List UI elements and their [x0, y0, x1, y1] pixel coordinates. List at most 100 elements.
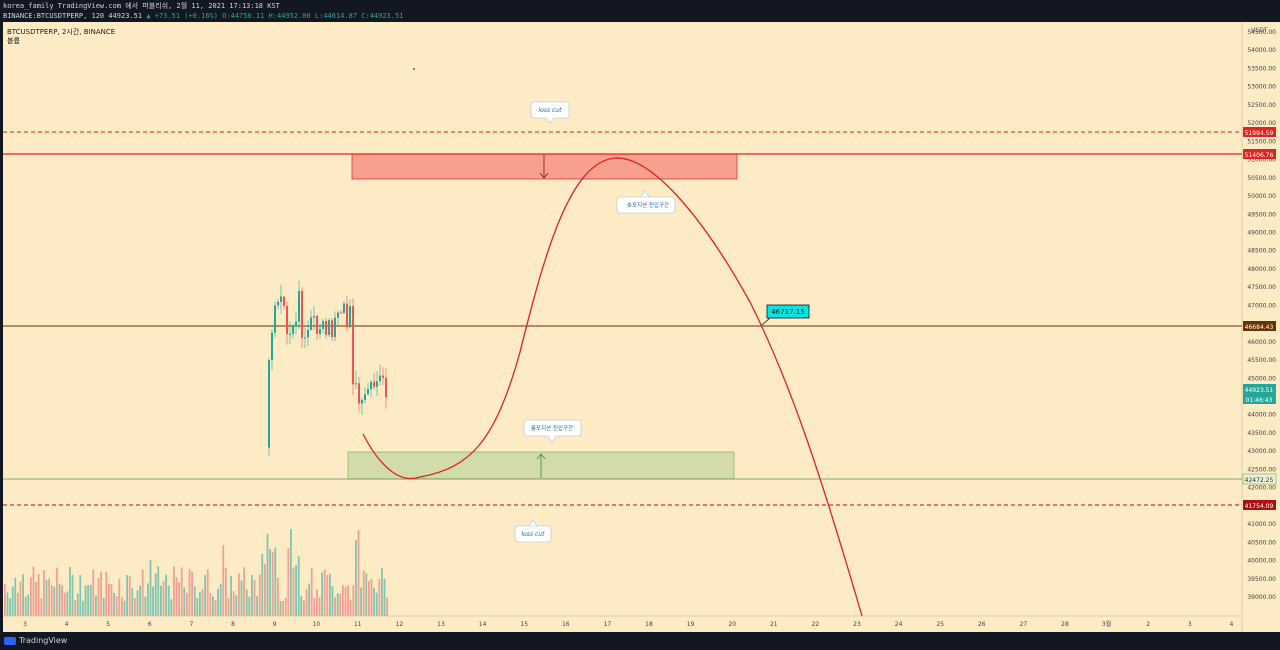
price-callout[interactable]: 46717.15 — [761, 304, 810, 326]
short-zone-callout[interactable]: 숏포지션 진입구간 — [616, 190, 676, 214]
volume-bar — [269, 549, 271, 616]
volume-bar — [264, 563, 266, 616]
time-tick-label: 15 — [520, 621, 528, 628]
volume-bar — [321, 572, 323, 616]
candle-body — [364, 394, 366, 400]
time-tick-label: 20 — [728, 621, 736, 628]
volume-bar — [79, 575, 82, 616]
price-label-bottom-loss-cut: 41754.09 — [1243, 500, 1276, 510]
chart-header: korea_family TradingView.com 에서 퍼블리쉬, 2월… — [0, 0, 1280, 22]
projection-curve — [362, 157, 863, 617]
price-tick-label: 51500.00 — [1247, 138, 1276, 145]
price-label-support: 42472.25 — [1242, 473, 1277, 485]
volume-bar — [352, 585, 355, 616]
tradingview-logo[interactable]: TradingView — [4, 636, 67, 645]
volume-bar — [92, 569, 95, 616]
volume-bar — [238, 573, 240, 616]
tradingview-brand: TradingView — [19, 636, 68, 645]
price-tick-label: 51000.00 — [1247, 157, 1276, 164]
chart-svg[interactable]: BTCUSDTPERP, 2시간, BINANCE 볼륨 USDT 54500.… — [0, 22, 1280, 632]
time-tick-label: 14 — [479, 621, 487, 628]
volume-bar — [136, 590, 139, 616]
time-tick-label: 25 — [936, 621, 944, 628]
plot-background — [3, 22, 1242, 616]
volume-bar — [128, 575, 131, 616]
time-tick-label: 27 — [1020, 621, 1028, 628]
candles — [268, 280, 387, 457]
volume-bar — [173, 566, 175, 616]
volume-bar — [308, 583, 310, 616]
volume-bar — [282, 600, 284, 616]
volume-bar — [139, 585, 141, 616]
volume-bar — [245, 589, 248, 616]
chart-area[interactable]: BTCUSDTPERP, 2시간, BINANCE 볼륨 USDT 54500.… — [0, 22, 1280, 632]
candle-body — [385, 377, 387, 398]
volume-bar — [123, 600, 126, 616]
volume-bar — [162, 581, 165, 616]
volume-bar — [82, 600, 84, 616]
price-tick-label: 49000.00 — [1247, 230, 1276, 237]
volume-bar — [305, 589, 308, 616]
time-tick-label: 3 — [1188, 621, 1192, 628]
volume-bar — [310, 568, 313, 616]
time-tick-label: 13 — [437, 621, 445, 628]
time-tick-label: 4 — [1229, 621, 1233, 628]
volume-bar — [214, 600, 217, 616]
volume-bar — [84, 585, 87, 616]
time-tick-label: 8 — [231, 621, 235, 628]
volume-bar — [277, 577, 279, 616]
volume-bar — [97, 577, 100, 616]
svg-text:51406.76: 51406.76 — [1245, 152, 1274, 159]
volume-bar — [292, 567, 295, 616]
footer-bar: TradingView — [0, 632, 1280, 650]
candle-body — [346, 303, 348, 328]
loss-cut-bottom-callout[interactable]: loss cut — [514, 519, 552, 543]
volume-bar — [4, 583, 6, 616]
time-tick-label: 5 — [106, 621, 110, 628]
price-label-mid: 46684.43 — [1243, 321, 1276, 331]
volume-bar — [378, 579, 381, 616]
price-tick-label: 41000.00 — [1247, 521, 1276, 528]
volume-bar — [209, 593, 212, 616]
volume-bar — [331, 585, 334, 616]
volume-bar — [126, 575, 128, 616]
candle-body — [277, 301, 279, 306]
volume-bar — [212, 596, 214, 616]
ohlc-values: O:44750.11 H:44952.00 L:44614.87 C:44923… — [222, 12, 404, 20]
time-tick-label: 3월 — [1102, 620, 1111, 628]
candle-body — [343, 303, 345, 313]
long-arrow-head — [536, 453, 546, 460]
long-zone-callout[interactable]: 롱포지션 진입구간 — [523, 419, 582, 443]
volume-bar — [227, 598, 230, 616]
volume-bar — [357, 530, 360, 616]
price-callout-text: 46717.15 — [771, 308, 804, 316]
time-tick-label: 17 — [604, 621, 612, 628]
volume-bar — [381, 567, 383, 616]
volume-bar — [6, 592, 9, 616]
volume-bar — [149, 560, 152, 616]
candle-body — [301, 290, 303, 338]
price-label-resistance: 51406.76 — [1243, 149, 1276, 159]
currency-label: USDT — [1251, 27, 1268, 34]
volume-bar — [222, 545, 225, 616]
price-tick-label: 46000.00 — [1247, 339, 1276, 346]
volume-bar — [232, 591, 235, 616]
candle-body — [289, 333, 291, 335]
volume-bar — [48, 578, 50, 616]
volume-bar — [383, 578, 386, 616]
volume-bar — [370, 578, 373, 616]
loss-cut-top-callout[interactable]: loss cut — [530, 101, 570, 124]
candle-body — [361, 400, 363, 404]
candle-body — [367, 389, 369, 395]
time-tick-label: 3 — [23, 621, 27, 628]
candle-body — [376, 381, 378, 387]
volume-bar — [271, 551, 274, 616]
change-label: ▲ +73.51 (+0.16%) — [146, 12, 218, 20]
svg-text:42472.25: 42472.25 — [1245, 477, 1274, 484]
volume-bar — [76, 593, 79, 616]
volume-bar — [347, 585, 349, 616]
long-zone-text: 롱포지션 진입구간 — [531, 424, 573, 432]
time-tick-label: 16 — [562, 621, 570, 628]
short-entry-zone[interactable] — [351, 153, 738, 180]
volume-bar — [256, 596, 258, 616]
